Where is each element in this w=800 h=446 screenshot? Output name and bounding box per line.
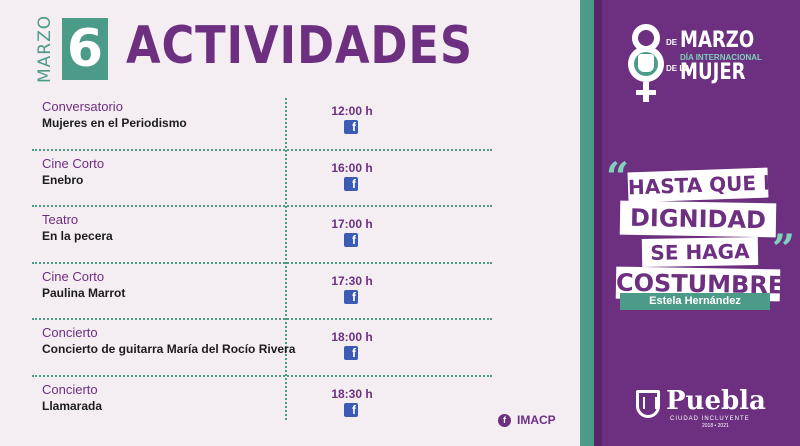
raised-fist-icon [638,54,654,72]
event-time: 12:00 h [331,104,373,118]
page-title: ACTIVIDADES [126,16,473,76]
poster-panel: DE MARZO DÍA INTERNACIONAL DE LA MUJER “… [580,0,800,446]
event-title: Enebro [42,172,84,187]
month-label: MARZO [35,14,55,83]
day-number: 6 [62,18,108,80]
event-time: 17:00 h [331,217,373,232]
facebook-icon[interactable]: f [344,120,358,134]
event-title: Paulina Marrot [42,285,126,300]
stripe-shadow [594,0,602,446]
facebook-icon[interactable]: f [344,289,358,304]
social-handle[interactable]: IMACP [517,413,556,427]
schedule-panel: MARZO 6 ACTIVIDADES Conversatorio Mujere… [32,14,556,434]
event-time: 18:30 h [331,386,373,401]
logo-dia-internacional: DÍA INTERNACIONAL [680,53,762,62]
event-title: Concierto de guitarra María del Rocío Ri… [42,342,296,357]
event-title: En la pecera [42,229,113,244]
facebook-icon[interactable]: f [344,176,358,191]
brand-years: 2018 • 2021 [702,423,729,429]
column-divider [285,98,287,420]
event-category: Teatro [42,212,79,228]
event-category: Cine Corto [42,155,105,171]
event-row: Concierto Concierto de guitarra María de… [32,320,492,377]
puebla-logo: Puebla CIUDAD INCLUYENTE 2018 • 2021 [636,386,776,429]
quote-line: HASTA QUE LA [627,167,769,203]
quote-block: HASTA QUE LA DIGNIDAD SE HAGA COSTUMBRE [614,167,782,302]
quote-line: SE HAGA [641,236,759,268]
quote-line: DIGNIDAD [619,200,777,238]
logo-mujer: MUJER [680,60,746,85]
logo-marzo: MARZO [680,28,755,53]
social-footer[interactable]: f IMACP [498,413,556,427]
open-quote-icon: “ [606,154,630,201]
women-symbol-eight-logo [628,24,664,104]
event-row: Conversatorio Mujeres en el Periodismo 1… [32,94,492,151]
logo-de-la: DE LA [666,64,690,73]
facebook-icon[interactable]: f [344,346,358,361]
event-list: Conversatorio Mujeres en el Periodismo 1… [32,94,492,434]
crest-icon [636,390,660,418]
event-category: Cine Corto [42,268,105,284]
facebook-icon[interactable]: f [344,402,358,417]
event-category: Concierto [42,381,98,397]
brand-subtitle: CIUDAD INCLUYENTE [670,416,750,422]
event-time: 18:00 h [331,330,373,345]
event-row: Teatro En la pecera 17:00 h f [32,207,492,264]
event-category: Concierto [42,325,98,341]
event-time: 17:30 h [331,273,373,288]
event-row: Cine Corto Paulina Marrot 17:30 h f [32,264,492,321]
brand-name: Puebla [666,386,766,416]
event-time: 16:00 h [331,160,373,175]
facebook-icon[interactable]: f [344,233,358,248]
event-title: Mujeres en el Periodismo [42,116,187,130]
facebook-icon[interactable]: f [498,413,511,427]
event-row: Concierto Llamarada 18:30 h f [32,377,492,434]
quote-author: Estela Hernández [620,293,770,310]
logo-de: DE [666,38,678,47]
event-title: Llamarada [42,398,103,413]
close-quote-icon: ” [772,226,796,273]
event-category: Conversatorio [42,99,123,114]
event-row: Cine Corto Enebro 16:00 h f [32,151,492,208]
teal-stripe [580,0,594,446]
